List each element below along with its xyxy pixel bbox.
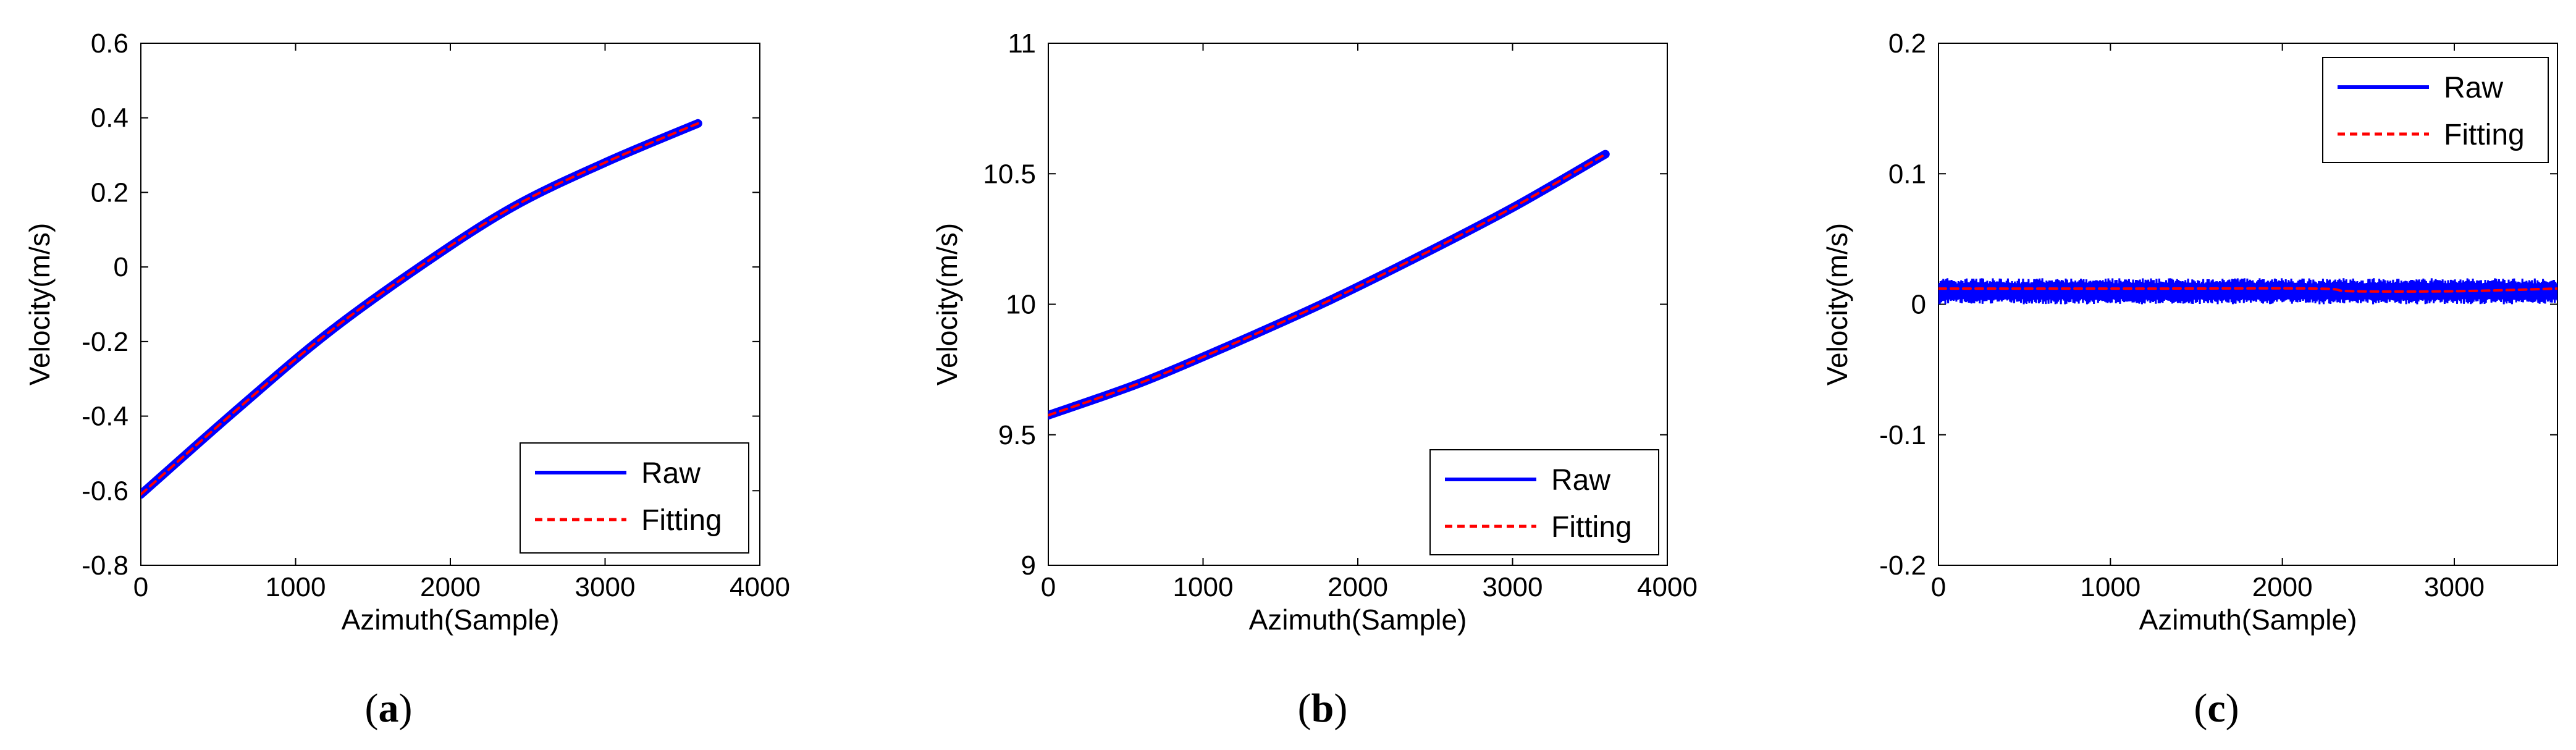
x-tick-label: 1000 (1173, 572, 1234, 602)
caption-paren-close: ) (399, 686, 413, 731)
caption-paren-open: ( (1298, 686, 1311, 731)
caption-paren-open: ( (365, 686, 379, 731)
y-tick-label: -0.6 (82, 476, 128, 506)
caption-letter: b (1311, 686, 1334, 731)
y-tick-label: 10 (1006, 290, 1036, 320)
series-fitting-line (1938, 287, 2557, 293)
legend: Raw Fitting (1429, 449, 1659, 555)
legend-box (1429, 449, 1659, 555)
y-tick-label: -0.1 (1879, 420, 1926, 450)
legend-fitting-label: Fitting (2444, 119, 2525, 151)
y-tick-label: 0.2 (91, 177, 128, 208)
legend: Raw Fitting (2322, 57, 2549, 163)
y-tick-label: 0.2 (1888, 28, 1926, 59)
caption-paren-close: ) (2226, 686, 2239, 731)
legend-fitting-label: Fitting (1551, 511, 1632, 544)
series-fitting-line (1048, 153, 1607, 417)
y-tick-label: 11 (1008, 28, 1036, 59)
legend-box (2322, 57, 2549, 163)
x-axis-label: Azimuth(Sample) (2139, 604, 2357, 636)
y-axis-label: Velocity(m/s) (23, 223, 56, 386)
x-tick-label: 4000 (1637, 572, 1698, 602)
y-tick-label: 9 (1021, 550, 1036, 581)
caption-letter: c (2207, 686, 2225, 731)
y-tick-label: 0 (1911, 290, 1926, 320)
legend-raw-label: Raw (2444, 72, 2503, 104)
x-tick-label: 1000 (2080, 572, 2140, 602)
y-tick-label: -0.8 (82, 550, 128, 581)
y-tick-label: 0 (114, 252, 128, 282)
legend-box (520, 442, 749, 554)
x-tick-label: 0 (1041, 572, 1056, 602)
figure-caption: (b) (1298, 686, 1348, 731)
y-tick-label: -0.4 (82, 402, 128, 432)
caption-letter: a (379, 686, 399, 731)
caption-paren-open: ( (2194, 686, 2207, 731)
series-fitting-line (141, 122, 699, 496)
legend-fitting-label: Fitting (641, 504, 722, 537)
x-tick-label: 2000 (1328, 572, 1388, 602)
y-tick-label: 9.5 (998, 420, 1036, 450)
chart-panel-a: 0 1000 2000 3000 4000 -0.8 -0.6 -0.4 -0.2 0 0.2 0.4… (23, 28, 790, 731)
x-tick-label: 1000 (266, 572, 326, 602)
y-tick-label: -0.2 (82, 327, 128, 357)
legend: Raw Fitting (520, 442, 749, 554)
x-tick-label: 2000 (2252, 572, 2313, 602)
figure-caption: (c) (2194, 686, 2239, 731)
y-tick-label: 0.4 (91, 103, 128, 133)
chart-panel-c: 0 1000 2000 3000 -0.2 -0.1 0 0.1 0.2 Azimuth(Samp… (1821, 28, 2558, 731)
x-tick-label: 3000 (1483, 572, 1543, 602)
series-raw-line (1938, 278, 2557, 305)
legend-raw-label: Raw (1551, 464, 1610, 497)
y-axis-label: Velocity(m/s) (1821, 223, 1853, 386)
x-tick-label: 3000 (2424, 572, 2485, 602)
legend-raw-label: Raw (641, 457, 701, 490)
x-tick-label: 2000 (420, 572, 481, 602)
x-axis-label: Azimuth(Sample) (1249, 604, 1467, 636)
y-tick-label: 10.5 (983, 159, 1036, 189)
x-axis-label: Azimuth(Sample) (342, 604, 560, 636)
x-tick-label: 0 (133, 572, 148, 602)
y-axis-label: Velocity(m/s) (931, 223, 963, 386)
caption-paren-close: ) (1334, 686, 1347, 731)
x-tick-label: 0 (1931, 572, 1946, 602)
y-tick-label: -0.2 (1879, 550, 1926, 581)
y-tick-label: 0.1 (1888, 159, 1926, 189)
x-tick-label: 4000 (730, 572, 790, 602)
chart-panel-b: 0 1000 2000 3000 4000 9 9.5 10 10.5 11 Azimuth(Sam… (931, 28, 1698, 731)
y-tick-label: 0.6 (91, 28, 128, 59)
figure-caption: (a) (365, 686, 413, 731)
x-tick-label: 3000 (575, 572, 636, 602)
